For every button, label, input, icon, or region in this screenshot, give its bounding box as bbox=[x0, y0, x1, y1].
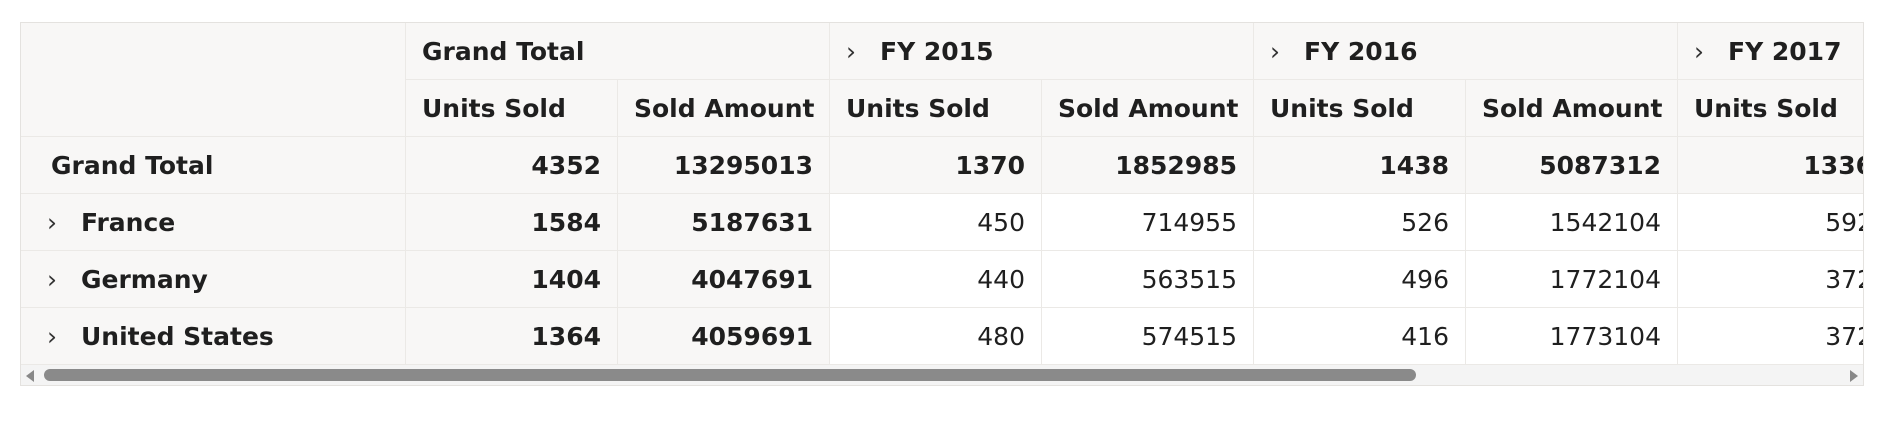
cell-value: 372 bbox=[1825, 322, 1863, 351]
cell-value: 416 bbox=[1401, 322, 1449, 351]
cell-value: 1852985 bbox=[1115, 151, 1237, 180]
chevron-right-icon[interactable]: › bbox=[1270, 37, 1280, 66]
cell-value: 1584 bbox=[531, 208, 601, 237]
row-header-grand-total: Grand Total bbox=[21, 137, 406, 194]
measure-label: Units Sold bbox=[1270, 94, 1414, 123]
value-cell[interactable]: 5187631 bbox=[618, 194, 830, 251]
value-cell[interactable]: 574515 bbox=[1042, 308, 1254, 365]
row-label: United States bbox=[81, 322, 274, 351]
cell-value: 714955 bbox=[1141, 208, 1237, 237]
column-group-label: FY 2016 bbox=[1304, 37, 1418, 66]
cell-value: 4047691 bbox=[691, 265, 813, 294]
cell-value: 1773104 bbox=[1549, 322, 1661, 351]
value-cell[interactable]: 1773104 bbox=[1466, 308, 1678, 365]
chevron-right-icon[interactable]: › bbox=[47, 208, 57, 237]
scrollbar-thumb[interactable] bbox=[44, 369, 1416, 381]
measure-header-units-sold[interactable]: Units Sold bbox=[830, 80, 1042, 137]
cell-value: 4352 bbox=[531, 151, 601, 180]
pivot-grid: Grand Total › FY 2015 › FY 2016 › FY 2017 U… bbox=[21, 23, 1863, 365]
cell-value: 1370 bbox=[955, 151, 1025, 180]
value-cell[interactable]: 496 bbox=[1254, 251, 1466, 308]
value-cell[interactable]: 1438 bbox=[1254, 137, 1466, 194]
row-label: Grand Total bbox=[51, 151, 214, 180]
value-cell[interactable]: 1584 bbox=[406, 194, 618, 251]
value-cell[interactable]: 592 bbox=[1678, 194, 1863, 251]
column-group-fy2015[interactable]: › FY 2015 bbox=[830, 23, 1254, 80]
measure-header-sold-amount[interactable]: Sold Amount bbox=[1466, 80, 1678, 137]
column-group-label: FY 2017 bbox=[1728, 37, 1842, 66]
measure-label: Units Sold bbox=[422, 94, 566, 123]
measure-label: Sold Amount bbox=[1482, 94, 1663, 123]
value-cell[interactable]: 416 bbox=[1254, 308, 1466, 365]
value-cell[interactable]: 563515 bbox=[1042, 251, 1254, 308]
value-cell[interactable]: 1404 bbox=[406, 251, 618, 308]
column-group-label: FY 2015 bbox=[880, 37, 994, 66]
value-cell[interactable]: 372 bbox=[1678, 308, 1863, 365]
value-cell[interactable]: 1336 bbox=[1678, 137, 1863, 194]
cell-value: 563515 bbox=[1141, 265, 1237, 294]
cell-value: 1336 bbox=[1803, 151, 1863, 180]
cell-value: 5087312 bbox=[1539, 151, 1661, 180]
value-cell[interactable]: 4059691 bbox=[618, 308, 830, 365]
scroll-right-arrow-icon[interactable] bbox=[1850, 370, 1858, 382]
measure-label: Sold Amount bbox=[634, 94, 815, 123]
value-cell[interactable]: 372 bbox=[1678, 251, 1863, 308]
cell-value: 4059691 bbox=[691, 322, 813, 351]
value-cell[interactable]: 480 bbox=[830, 308, 1042, 365]
cell-value: 1404 bbox=[531, 265, 601, 294]
chevron-right-icon[interactable]: › bbox=[1694, 37, 1704, 66]
cell-value: 480 bbox=[977, 322, 1025, 351]
column-group-fy2017[interactable]: › FY 2017 bbox=[1678, 23, 1863, 80]
measure-label: Units Sold bbox=[846, 94, 990, 123]
chevron-right-icon[interactable]: › bbox=[846, 37, 856, 66]
cell-value: 496 bbox=[1401, 265, 1449, 294]
value-cell[interactable]: 526 bbox=[1254, 194, 1466, 251]
value-cell[interactable]: 1772104 bbox=[1466, 251, 1678, 308]
measure-header-sold-amount[interactable]: Sold Amount bbox=[1042, 80, 1254, 137]
measure-header-units-sold[interactable]: Units Sold bbox=[1678, 80, 1863, 137]
row-header-united-states[interactable]: › United States bbox=[21, 308, 406, 365]
value-cell[interactable]: 13295013 bbox=[618, 137, 830, 194]
horizontal-scrollbar[interactable] bbox=[21, 365, 1863, 385]
value-cell[interactable]: 5087312 bbox=[1466, 137, 1678, 194]
cell-value: 440 bbox=[977, 265, 1025, 294]
cell-value: 526 bbox=[1401, 208, 1449, 237]
value-cell[interactable]: 1852985 bbox=[1042, 137, 1254, 194]
value-cell[interactable]: 714955 bbox=[1042, 194, 1254, 251]
cell-value: 1438 bbox=[1379, 151, 1449, 180]
cell-value: 1772104 bbox=[1549, 265, 1661, 294]
value-cell[interactable]: 4352 bbox=[406, 137, 618, 194]
chevron-right-icon[interactable]: › bbox=[47, 322, 57, 351]
cell-value: 13295013 bbox=[673, 151, 813, 180]
cell-value: 450 bbox=[977, 208, 1025, 237]
cell-value: 592 bbox=[1825, 208, 1863, 237]
value-cell[interactable]: 1364 bbox=[406, 308, 618, 365]
row-header-germany[interactable]: › Germany bbox=[21, 251, 406, 308]
value-cell[interactable]: 4047691 bbox=[618, 251, 830, 308]
cell-value: 574515 bbox=[1141, 322, 1237, 351]
row-header-france[interactable]: › France bbox=[21, 194, 406, 251]
value-cell[interactable]: 450 bbox=[830, 194, 1042, 251]
value-cell[interactable]: 440 bbox=[830, 251, 1042, 308]
scroll-left-arrow-icon[interactable] bbox=[26, 370, 34, 382]
pivot-table: Grand Total › FY 2015 › FY 2016 › FY 2017 U… bbox=[20, 22, 1864, 386]
column-group-grand-total: Grand Total bbox=[406, 23, 830, 80]
value-cell[interactable]: 1370 bbox=[830, 137, 1042, 194]
column-group-label: Grand Total bbox=[422, 37, 585, 66]
cell-value: 1542104 bbox=[1549, 208, 1661, 237]
cell-value: 372 bbox=[1825, 265, 1863, 294]
measure-label: Sold Amount bbox=[1058, 94, 1239, 123]
cell-value: 1364 bbox=[531, 322, 601, 351]
measure-header-units-sold[interactable]: Units Sold bbox=[406, 80, 618, 137]
cell-value: 5187631 bbox=[691, 208, 813, 237]
row-label: Germany bbox=[81, 265, 208, 294]
measure-header-sold-amount[interactable]: Sold Amount bbox=[618, 80, 830, 137]
column-group-fy2016[interactable]: › FY 2016 bbox=[1254, 23, 1678, 80]
value-cell[interactable]: 1542104 bbox=[1466, 194, 1678, 251]
measure-header-units-sold[interactable]: Units Sold bbox=[1254, 80, 1466, 137]
measure-label: Units Sold bbox=[1694, 94, 1838, 123]
row-label: France bbox=[81, 208, 176, 237]
corner-header bbox=[21, 23, 406, 137]
chevron-right-icon[interactable]: › bbox=[47, 265, 57, 294]
